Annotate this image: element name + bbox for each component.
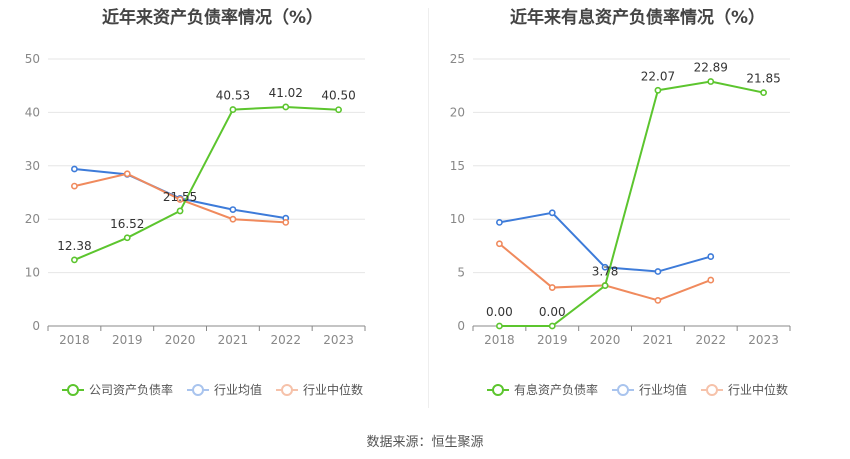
x-tick-label: 2020: [165, 333, 196, 347]
legend-label: 行业中位数: [303, 383, 364, 397]
legend-label: 行业均值: [213, 383, 262, 397]
data-point: [71, 165, 78, 173]
data-point: [707, 253, 715, 260]
chart-title: 近年来资产负债率情况（%）: [101, 8, 324, 28]
legend-label: 行业均值: [638, 383, 687, 397]
data-label: 12.38: [57, 239, 91, 253]
data-label: 22.07: [641, 69, 675, 83]
x-tick-label: 2021: [643, 333, 674, 347]
x-tick-label: 2022: [270, 333, 301, 347]
data-point: [229, 106, 237, 113]
data-point: [707, 78, 715, 85]
data-point: [176, 207, 184, 215]
y-tick-label: 20: [450, 105, 465, 119]
data-point: [229, 215, 237, 223]
legend-label: 有息资产负债率: [513, 383, 598, 397]
data-point: [654, 268, 662, 275]
data-source-note: 数据来源：恒生聚源: [366, 435, 484, 450]
panel-divider: [428, 8, 429, 408]
x-tick-label: 2023: [323, 333, 354, 347]
x-tick-label: 2018: [59, 333, 90, 347]
series-line: [74, 105, 339, 261]
x-tick-label: 2019: [537, 333, 568, 347]
x-tick-label: 2018: [484, 333, 515, 347]
y-tick-label: 5: [457, 266, 465, 280]
data-point: [282, 103, 290, 111]
chart-plot-left: 0 10 20 30 40 50 2018 2019 2020 2021 2022 2023 12.38…: [25, 52, 366, 347]
data-label: 21.85: [746, 72, 780, 86]
legend-item-industry-median[interactable]: 行业中位数: [701, 381, 788, 398]
data-point: [229, 206, 237, 213]
data-point: [654, 86, 662, 94]
data-point: [496, 322, 503, 330]
data-label: 0.00: [486, 305, 513, 319]
data-point: [71, 182, 78, 190]
series-line: [499, 211, 712, 273]
data-point: [176, 196, 184, 203]
x-tick-label: 2020: [590, 333, 621, 347]
data-point: [282, 219, 290, 226]
legend-swatch-green: [486, 383, 509, 396]
data-point: [123, 234, 131, 242]
x-tick-label: 2022: [695, 333, 726, 347]
series-line: [499, 80, 764, 327]
data-point: [601, 263, 609, 271]
data-point: [601, 282, 609, 290]
legend-item-company[interactable]: 公司资产负债率: [61, 381, 173, 398]
y-tick-label: 30: [25, 159, 40, 173]
data-point: [548, 322, 556, 330]
data-label: 0.00: [539, 305, 566, 319]
legend-swatch-orange: [276, 383, 298, 396]
data-point: [654, 296, 662, 304]
data-label: 21.55: [163, 190, 197, 204]
legend-item-interest-bearing[interactable]: 有息资产负债率: [486, 381, 598, 398]
data-point: [760, 89, 767, 97]
data-point: [71, 256, 78, 264]
y-tick-label: 0: [32, 319, 40, 333]
y-tick-label: 25: [450, 52, 465, 66]
chart-plot-right: 0 5 10 15 20 25 2018 2019 2020 2021 2022 2023 0.00 0.…: [450, 52, 791, 347]
y-tick-label: 10: [25, 266, 40, 280]
legend-label: 行业中位数: [728, 383, 789, 397]
legend-item-industry-mean[interactable]: 行业均值: [186, 381, 262, 398]
chart-left: 近年来资产负债率情况（%） 0 10 20 30 40 50 2018 2019 2020 202…: [0, 0, 425, 410]
data-label: 40.53: [216, 89, 250, 103]
chart-right: 近年来有息资产负债率情况（%） 0 5 10 15 20 25 2018 2019 2020 20…: [425, 0, 850, 410]
y-tick-label: 0: [457, 319, 465, 333]
data-point: [548, 209, 556, 217]
chart-legend: 公司资产负债率 行业均值 行业中位数: [0, 381, 425, 398]
chart-legend: 有息资产负债率 行业均值 行业中位数: [425, 381, 850, 398]
legend-swatch-blue: [611, 383, 634, 396]
data-point: [496, 219, 503, 226]
data-label: 40.50: [321, 89, 355, 103]
data-point: [123, 170, 131, 178]
data-point: [335, 106, 342, 114]
legend-swatch-blue: [186, 383, 209, 396]
data-label: 22.89: [694, 61, 728, 75]
legend-swatch-green: [61, 383, 84, 396]
y-tick-label: 10: [450, 212, 465, 226]
x-tick-label: 2023: [748, 333, 779, 347]
y-tick-label: 15: [450, 159, 465, 173]
data-label: 16.52: [110, 217, 144, 231]
y-tick-label: 20: [25, 212, 40, 226]
data-point: [496, 240, 503, 248]
x-tick-label: 2019: [112, 333, 143, 347]
x-tick-label: 2021: [218, 333, 249, 347]
data-label: 3.78: [592, 265, 619, 279]
data-point: [707, 276, 715, 284]
chart-title: 近年来有息资产负债率情况（%）: [509, 8, 766, 28]
data-label: 41.02: [269, 86, 303, 100]
y-tick-label: 50: [25, 52, 40, 66]
legend-label: 公司资产负债率: [88, 383, 173, 397]
legend-item-industry-median[interactable]: 行业中位数: [276, 381, 363, 398]
y-tick-label: 40: [25, 105, 40, 119]
legend-swatch-orange: [701, 383, 723, 396]
data-point: [548, 284, 556, 291]
legend-item-industry-mean[interactable]: 行业均值: [611, 381, 687, 398]
